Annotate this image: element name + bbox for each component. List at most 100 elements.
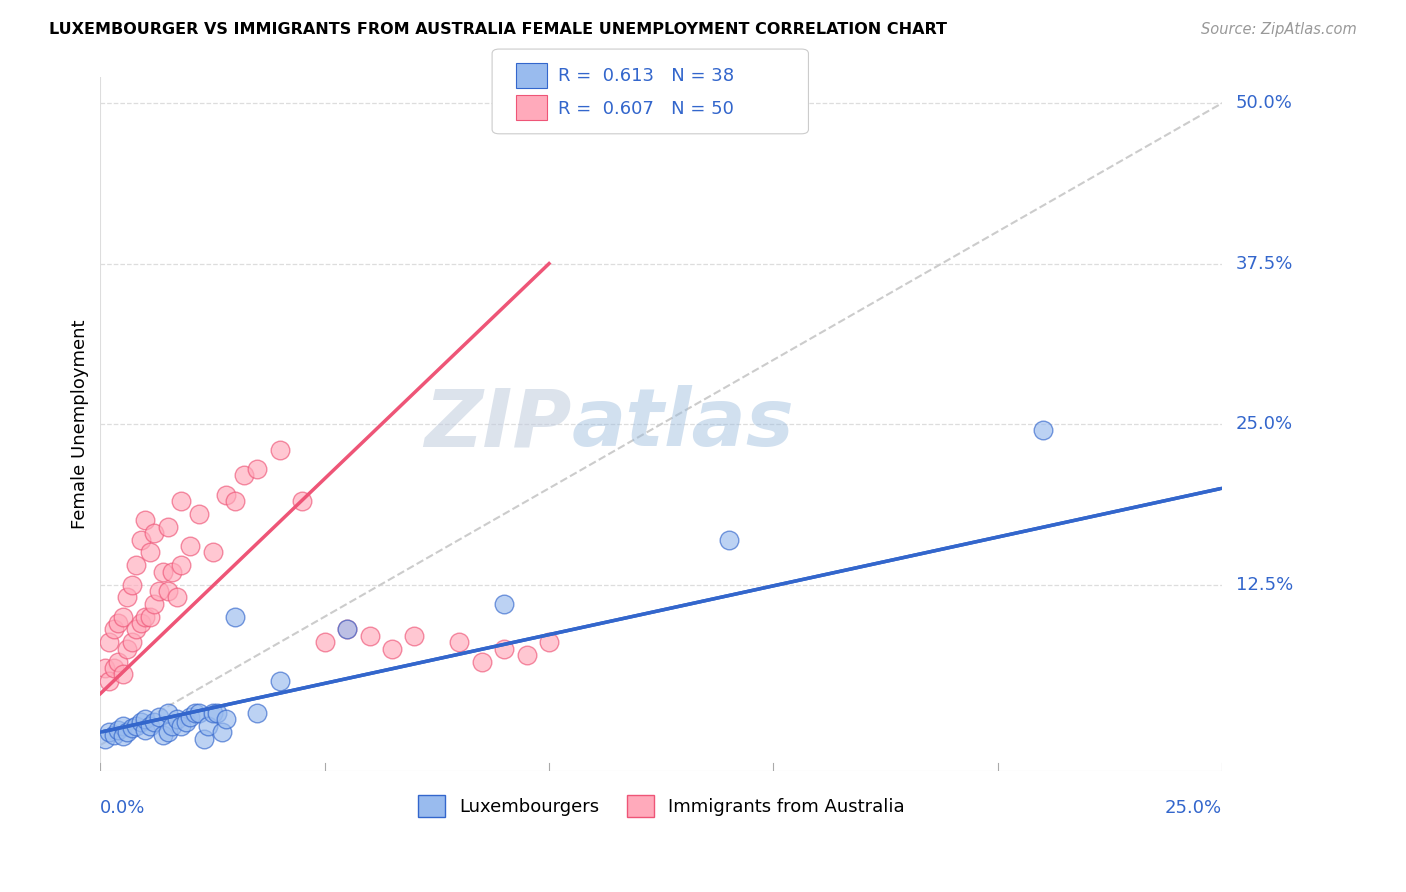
Point xyxy=(449,635,471,649)
Point xyxy=(538,635,561,649)
Point xyxy=(170,558,193,573)
Point xyxy=(156,706,179,720)
Point xyxy=(381,641,404,656)
Point xyxy=(269,442,291,457)
Point xyxy=(197,719,219,733)
Point xyxy=(152,728,174,742)
Point xyxy=(156,520,179,534)
Point xyxy=(138,609,160,624)
Point xyxy=(134,712,156,726)
Point xyxy=(193,731,215,746)
Point xyxy=(170,719,193,733)
Point xyxy=(336,623,359,637)
Point xyxy=(166,591,188,605)
Text: Source: ZipAtlas.com: Source: ZipAtlas.com xyxy=(1201,22,1357,37)
Point xyxy=(160,719,183,733)
Point xyxy=(121,577,143,591)
Y-axis label: Female Unemployment: Female Unemployment xyxy=(72,319,89,529)
Text: R =  0.607   N = 50: R = 0.607 N = 50 xyxy=(558,100,734,118)
Point xyxy=(94,661,117,675)
Point xyxy=(125,558,148,573)
Point xyxy=(107,655,129,669)
Text: 37.5%: 37.5% xyxy=(1236,254,1294,273)
Point xyxy=(211,725,233,739)
Point xyxy=(134,513,156,527)
Point xyxy=(201,706,224,720)
Point xyxy=(166,712,188,726)
Point xyxy=(183,706,205,720)
Point xyxy=(170,494,193,508)
Point xyxy=(107,723,129,737)
Point xyxy=(111,609,134,624)
Point xyxy=(134,609,156,624)
Point xyxy=(336,623,359,637)
Point xyxy=(179,710,201,724)
Point xyxy=(138,719,160,733)
Point xyxy=(129,714,152,729)
Point xyxy=(232,468,254,483)
Point xyxy=(143,714,166,729)
Point xyxy=(129,533,152,547)
Point xyxy=(143,597,166,611)
Point xyxy=(188,706,211,720)
Text: 25.0%: 25.0% xyxy=(1166,799,1222,817)
Text: LUXEMBOURGER VS IMMIGRANTS FROM AUSTRALIA FEMALE UNEMPLOYMENT CORRELATION CHART: LUXEMBOURGER VS IMMIGRANTS FROM AUSTRALI… xyxy=(49,22,948,37)
Point xyxy=(494,597,516,611)
Legend: Luxembourgers, Immigrants from Australia: Luxembourgers, Immigrants from Australia xyxy=(411,788,912,824)
Point xyxy=(224,609,246,624)
Point xyxy=(205,706,228,720)
Text: atlas: atlas xyxy=(571,385,794,463)
Point xyxy=(94,731,117,746)
Point xyxy=(148,584,170,599)
Text: R =  0.613   N = 38: R = 0.613 N = 38 xyxy=(558,67,734,86)
Point xyxy=(215,712,238,726)
Point xyxy=(98,673,121,688)
Point xyxy=(404,629,426,643)
Point xyxy=(148,710,170,724)
Point xyxy=(152,565,174,579)
Point xyxy=(129,615,152,630)
Point xyxy=(215,488,238,502)
Text: 25.0%: 25.0% xyxy=(1236,415,1292,434)
Point xyxy=(98,725,121,739)
Point xyxy=(201,545,224,559)
Point xyxy=(107,615,129,630)
Point xyxy=(156,584,179,599)
Point xyxy=(359,629,381,643)
Point xyxy=(717,533,740,547)
Point xyxy=(111,719,134,733)
Point xyxy=(174,714,197,729)
Point xyxy=(111,729,134,743)
Point xyxy=(314,635,336,649)
Point xyxy=(246,706,269,720)
Point xyxy=(103,728,125,742)
Text: 50.0%: 50.0% xyxy=(1236,95,1292,112)
Point xyxy=(291,494,314,508)
Point xyxy=(134,723,156,737)
Point xyxy=(1032,424,1054,438)
Text: 12.5%: 12.5% xyxy=(1236,575,1294,593)
Point xyxy=(138,545,160,559)
Point xyxy=(471,655,494,669)
Point xyxy=(160,565,183,579)
Point xyxy=(117,641,139,656)
Point xyxy=(188,507,211,521)
Text: 0.0%: 0.0% xyxy=(100,799,146,817)
Point xyxy=(516,648,538,662)
Point xyxy=(224,494,246,508)
Point xyxy=(156,725,179,739)
Point xyxy=(125,623,148,637)
Point xyxy=(121,722,143,736)
Text: ZIP: ZIP xyxy=(425,385,571,463)
Point xyxy=(179,539,201,553)
Point xyxy=(103,661,125,675)
Point xyxy=(117,725,139,739)
Point xyxy=(111,667,134,681)
Point xyxy=(117,591,139,605)
Point xyxy=(125,719,148,733)
Point xyxy=(246,462,269,476)
Point xyxy=(103,623,125,637)
Point xyxy=(143,526,166,541)
Point xyxy=(121,635,143,649)
Point xyxy=(494,641,516,656)
